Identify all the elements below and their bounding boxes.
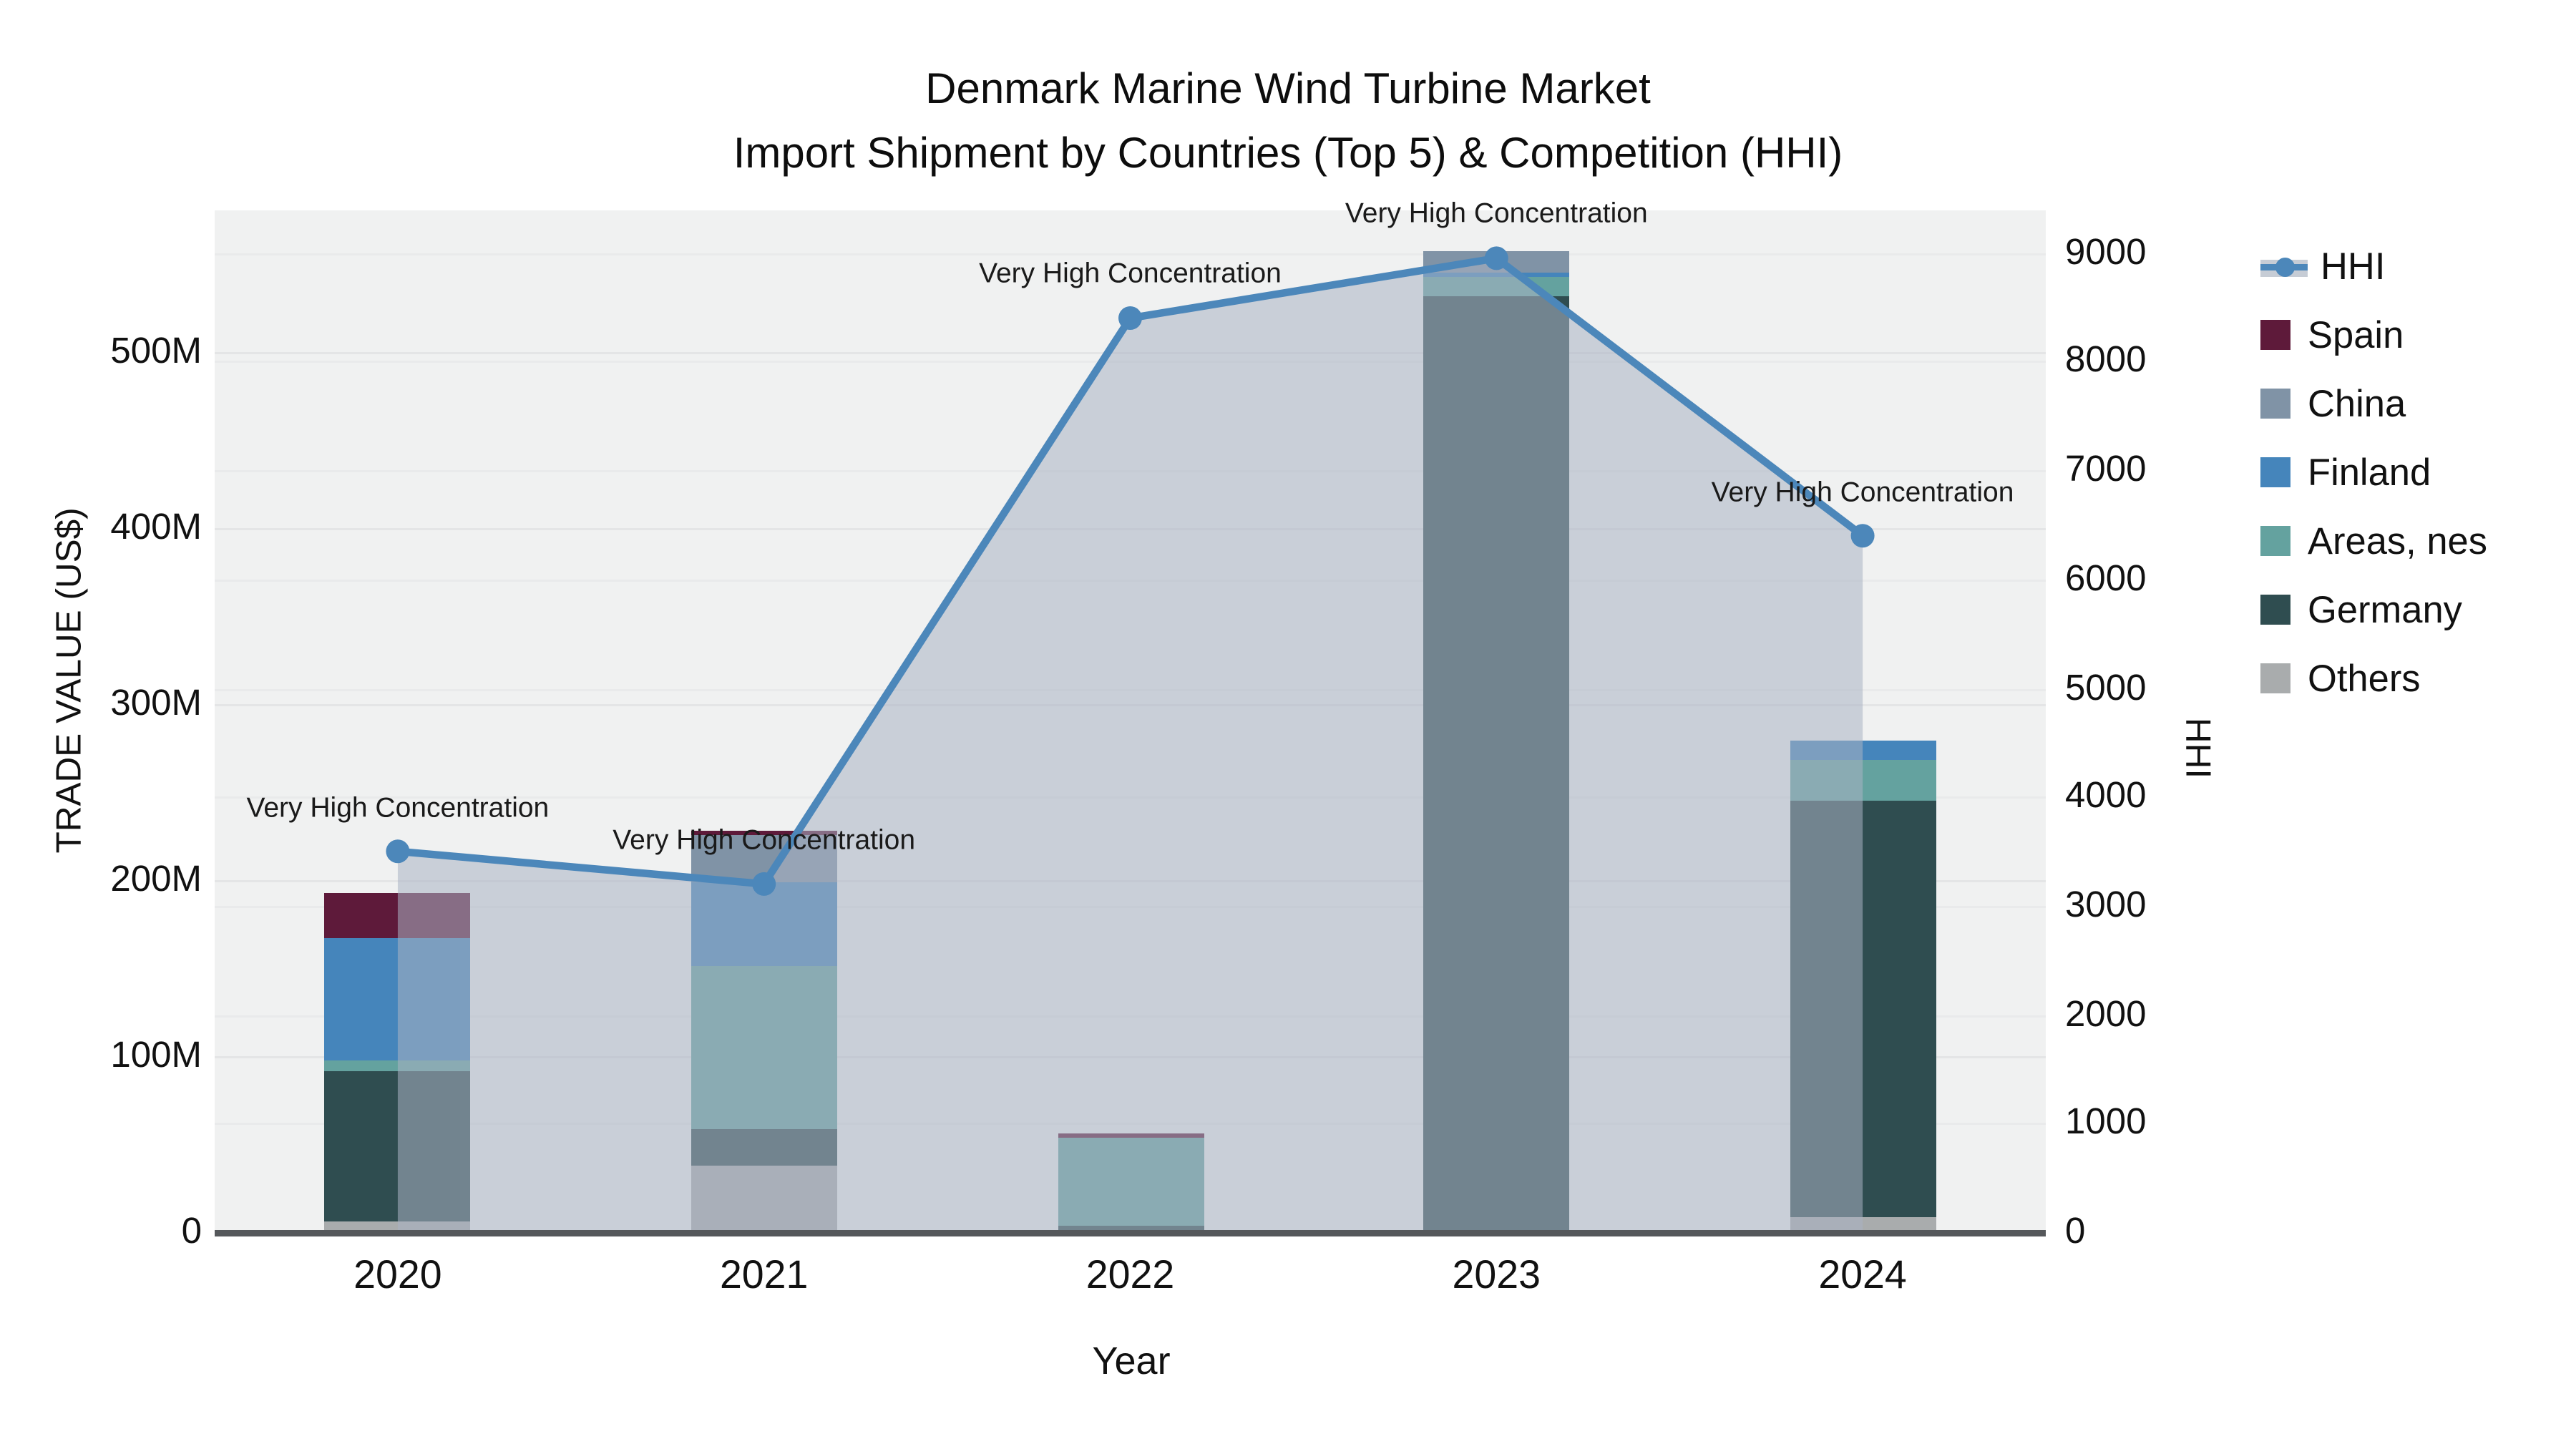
hhi-dot-icon [2275, 258, 2295, 277]
bar-segment-finland [324, 937, 471, 1062]
y-tick-right: 5000 [2065, 666, 2147, 708]
gridline-left [215, 351, 2046, 353]
y-tick-right: 7000 [2065, 449, 2147, 490]
legend-swatch-china [2260, 389, 2290, 419]
gridline-right [215, 361, 2046, 364]
legend-label-germany: Germany [2308, 587, 2462, 630]
y-tick-right: 1000 [2065, 1101, 2147, 1143]
x-tick-year: 2024 [1818, 1252, 1907, 1297]
bar-segment-germany [691, 1130, 837, 1166]
legend-swatch-germany [2260, 595, 2290, 625]
legend-item-others: Others [2260, 644, 2487, 713]
annotation-very-high-concentration: Very High Concentration [613, 822, 916, 855]
bar-segment-areas-nes [691, 966, 837, 1131]
legend-item-areas-nes: Areas, nes [2260, 507, 2487, 575]
bar-segment-areas-nes [1057, 1137, 1204, 1226]
bar-segment-areas-nes [324, 1061, 471, 1072]
chart-title-line2: Import Shipment by Countries (Top 5) & C… [733, 131, 1843, 178]
gridline-right [215, 905, 2046, 908]
x-tick-year: 2021 [719, 1252, 809, 1297]
gridline-right [215, 579, 2046, 582]
annotation-very-high-concentration: Very High Concentration [979, 257, 1282, 290]
x-tick-year: 2023 [1452, 1252, 1541, 1297]
legend-label-others: Others [2308, 655, 2421, 699]
y-axis-title-left: TRADE VALUE (US$) [50, 507, 89, 854]
hhi-line-icon [2260, 251, 2308, 281]
gridline-left [215, 527, 2046, 530]
annotation-very-high-concentration: Very High Concentration [1345, 197, 1648, 230]
y-tick-left: 500M [110, 329, 202, 371]
legend-item-china: China [2260, 369, 2487, 438]
bar-segment-finland [1423, 272, 1570, 278]
annotation-very-high-concentration: Very High Concentration [246, 790, 550, 823]
gridline-left [215, 879, 2046, 882]
legend-item-spain: Spain [2260, 301, 2487, 369]
legend-label-areas-nes: Areas, nes [2308, 518, 2487, 562]
y-tick-left: 100M [110, 1034, 202, 1075]
y-tick-right: 4000 [2065, 775, 2147, 816]
bar-segment-germany [324, 1071, 471, 1222]
legend-label-china: China [2308, 381, 2406, 424]
y-tick-right: 3000 [2065, 884, 2147, 925]
gridline-left [215, 1055, 2046, 1058]
y-tick-left: 200M [110, 858, 202, 899]
gridline-right [215, 1014, 2046, 1017]
y-tick-right: 6000 [2065, 557, 2147, 599]
legend-label-hhi: HHI [2321, 243, 2386, 287]
bar-segment-finland [1790, 741, 1936, 761]
legend-label-finland: Finland [2308, 449, 2431, 493]
annotation-very-high-concentration: Very High Concentration [1711, 474, 2014, 507]
gridline-right [215, 470, 2046, 473]
bar-segment-germany [1423, 296, 1570, 1231]
bar-segment-others [691, 1165, 837, 1232]
bar-segment-spain [1057, 1133, 1204, 1138]
gridline-right [215, 688, 2046, 691]
legend-label-spain: Spain [2308, 312, 2404, 356]
legend-item-hhi: HHI [2260, 232, 2487, 301]
y-tick-left: 400M [110, 506, 202, 547]
legend-swatch-others [2260, 663, 2290, 693]
gridline-right [215, 1123, 2046, 1126]
legend-swatch-areas-nes [2260, 526, 2290, 556]
bar-segment-spain [324, 892, 471, 938]
bar-segment-china [1423, 250, 1570, 273]
legend-swatch-finland [2260, 457, 2290, 487]
x-axis-line [215, 1230, 2046, 1236]
gridline-left [215, 703, 2046, 706]
x-axis-title: Year [1092, 1340, 1171, 1382]
y-tick-right: 8000 [2065, 340, 2147, 381]
y-tick-right: 9000 [2065, 231, 2147, 273]
bar-segment-finland [691, 882, 837, 967]
bar-segment-areas-nes [1423, 277, 1570, 297]
legend-item-finland: Finland [2260, 438, 2487, 507]
legend: HHI Spain China Finland Areas, nes Germany Oth… [2260, 232, 2487, 713]
y-axis-title-right: HHI [2177, 717, 2217, 779]
bar-segment-areas-nes [1790, 760, 1936, 801]
gridline-right [215, 253, 2046, 255]
y-tick-left: 0 [181, 1211, 202, 1252]
legend-item-germany: Germany [2260, 575, 2487, 644]
bar-segment-germany [1790, 800, 1936, 1219]
legend-swatch-spain [2260, 320, 2290, 350]
x-tick-year: 2022 [1085, 1252, 1175, 1297]
y-tick-right: 0 [2065, 1211, 2086, 1252]
chart-title-line1: Denmark Marine Wind Turbine Market [925, 67, 1651, 114]
y-tick-left: 300M [110, 682, 202, 723]
x-tick-year: 2020 [353, 1252, 442, 1297]
y-tick-right: 2000 [2065, 992, 2147, 1034]
